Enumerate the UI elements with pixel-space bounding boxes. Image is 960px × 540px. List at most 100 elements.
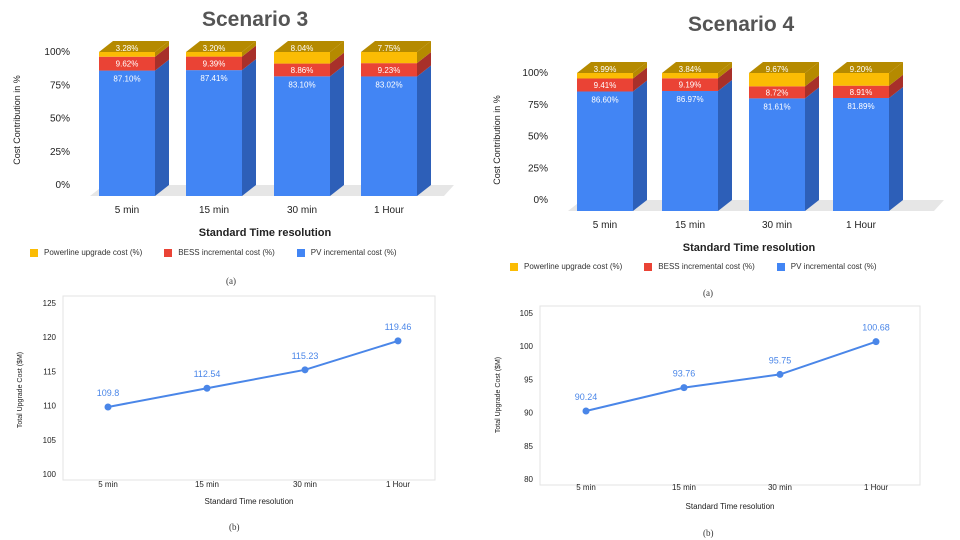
y-tick-label: 75%	[50, 80, 70, 91]
x-tick-label: 15 min	[675, 220, 705, 231]
data-label: 3.28%	[116, 44, 139, 53]
bar-segment	[577, 91, 633, 211]
legend-label-pv: PV incremental cost (%)	[790, 262, 877, 271]
bar-top	[662, 62, 732, 73]
bar-segment	[749, 73, 805, 87]
data-label: 81.61%	[763, 102, 790, 111]
panel-label-b-right: (b)	[703, 528, 714, 538]
panel-label-b-left: (b)	[229, 522, 240, 532]
legend-label-bess: BESS incremental cost (%)	[178, 248, 275, 257]
plot-frame	[539, 305, 921, 486]
bar-segment-side	[242, 45, 256, 71]
plot-frame	[62, 295, 436, 481]
x-axis-label: Standard Time resolution	[205, 497, 294, 506]
y-tick-label: 105	[43, 436, 57, 445]
bar-segment-side	[155, 45, 169, 71]
bar-segment-side	[330, 41, 344, 64]
x-tick-label: 1 Hour	[864, 483, 888, 492]
bar-segment	[577, 78, 633, 92]
bar-segment	[361, 76, 417, 196]
x-tick-label: 30 min	[762, 220, 792, 231]
data-point	[872, 338, 880, 346]
y-axis-label: Total Upgrade Cost ($M)	[17, 352, 24, 428]
x-tick-label: 15 min	[672, 483, 696, 492]
data-label: 87.41%	[200, 74, 227, 83]
bar-top	[577, 62, 647, 73]
bar-segment-side	[330, 52, 344, 77]
legend-item-powerline: Powerline upgrade cost (%)	[30, 248, 142, 257]
legend-swatch-pv	[776, 262, 785, 271]
x-tick-label: 30 min	[293, 480, 317, 489]
bar-segment	[274, 52, 330, 64]
legend-item-pv: PV incremental cost (%)	[296, 248, 397, 257]
data-label: 3.20%	[203, 44, 226, 53]
y-tick-label: 125	[43, 299, 57, 308]
data-label: 90.24	[575, 392, 598, 402]
y-tick-label: 95	[524, 375, 533, 384]
bar-segment	[662, 90, 718, 211]
data-label: 109.8	[97, 388, 120, 398]
bar-segment	[99, 56, 155, 71]
bar-segment	[833, 97, 889, 211]
bar-segment-side	[417, 41, 431, 64]
y-tick-label: 100	[43, 470, 57, 479]
bar-segment	[186, 52, 242, 57]
legend-item-pv: PV incremental cost (%)	[776, 262, 877, 271]
bar-segment-side	[417, 65, 431, 196]
legend-scenario-4: Powerline upgrade cost (%) BESS incremen…	[510, 262, 899, 271]
legend-swatch-bess	[164, 248, 173, 257]
bar-top	[186, 41, 256, 52]
y-tick-label: 105	[520, 309, 534, 318]
x-axis-label: Standard Time resolution	[199, 227, 332, 239]
panel-label-a-left: (a)	[226, 276, 236, 286]
bar-segment	[833, 73, 889, 86]
data-label: 9.41%	[594, 81, 617, 90]
bar-segment	[749, 98, 805, 211]
data-label: 81.89%	[847, 102, 874, 111]
data-label: 9.20%	[850, 65, 873, 74]
series-line	[107, 339, 399, 408]
x-tick-label: 5 min	[576, 483, 596, 492]
y-tick-label: 115	[43, 367, 56, 376]
data-point	[582, 407, 590, 415]
data-label: 119.46	[385, 322, 412, 332]
bar-segment-side	[889, 74, 903, 98]
bar-segment	[186, 70, 242, 196]
legend-label-powerline: Powerline upgrade cost (%)	[44, 248, 143, 257]
bar-segment	[99, 70, 155, 196]
bar-segment-side	[633, 67, 647, 92]
bar-segment-side	[155, 41, 169, 57]
x-tick-label: 5 min	[115, 205, 139, 216]
bar-top	[274, 41, 344, 52]
data-label: 87.10%	[113, 75, 140, 84]
bar-segment-side	[417, 52, 431, 77]
bar-top	[749, 62, 819, 73]
data-label: 9.67%	[766, 65, 789, 74]
panel-label-a-right: (a)	[703, 288, 713, 298]
y-tick-label: 50%	[528, 132, 548, 143]
bar-segment-side	[805, 75, 819, 99]
data-label: 86.60%	[591, 95, 618, 104]
bar-segment-side	[330, 65, 344, 196]
x-tick-label: 15 min	[195, 480, 219, 489]
legend-label-powerline: Powerline upgrade cost (%)	[524, 262, 623, 271]
data-label: 115.23	[292, 351, 319, 361]
data-label: 9.62%	[116, 60, 139, 69]
legend-swatch-powerline	[510, 262, 518, 271]
data-label: 112.54	[194, 369, 221, 379]
x-axis-label: Standard Time resolution	[683, 242, 816, 254]
legend-item-powerline: Powerline upgrade cost (%)	[510, 262, 622, 271]
bar-segment-side	[718, 79, 732, 211]
bar-segment	[662, 73, 718, 79]
x-tick-label: 30 min	[768, 483, 792, 492]
bar-segment	[833, 85, 889, 98]
scenario-4-title: Scenario 4	[688, 13, 795, 36]
data-label: 95.75	[769, 355, 792, 365]
bar-segment-side	[633, 80, 647, 211]
x-tick-label: 30 min	[287, 205, 317, 216]
legend-scenario-3: Powerline upgrade cost (%) BESS incremen…	[30, 248, 419, 257]
bar-top	[99, 41, 169, 52]
y-tick-label: 100%	[522, 68, 548, 79]
bar-segment-side	[242, 41, 256, 57]
